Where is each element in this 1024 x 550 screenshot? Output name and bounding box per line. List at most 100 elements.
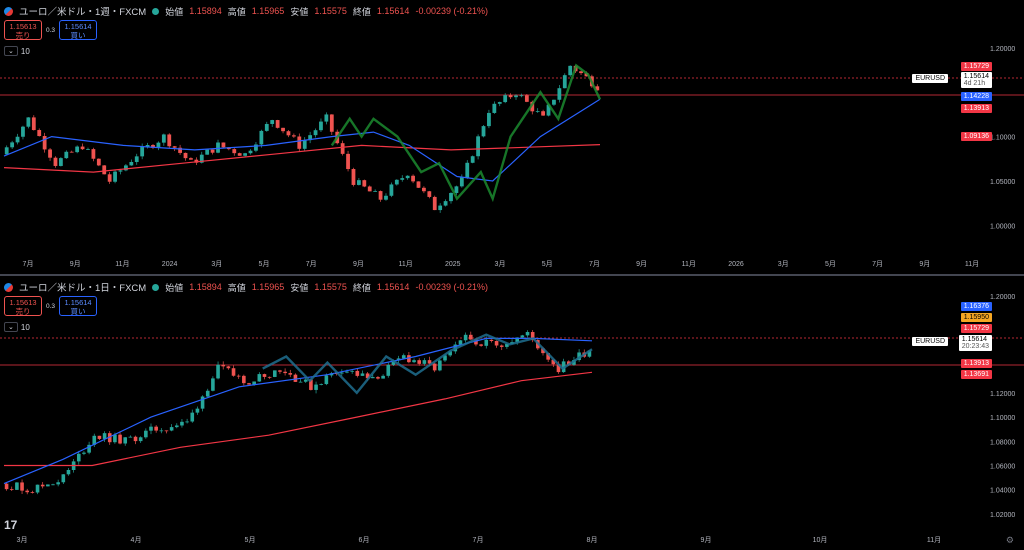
candle-body (443, 201, 448, 206)
candle-body (144, 430, 148, 438)
x-tick-label: 4月 (131, 536, 142, 544)
candle-body (384, 195, 388, 200)
chevron-down-icon[interactable]: ⌄ (4, 46, 18, 56)
sell-button[interactable]: 1.15613 売り (4, 296, 42, 316)
candle-body (514, 95, 518, 98)
gear-icon[interactable]: ⚙ (1005, 535, 1014, 545)
candle-body (458, 340, 463, 345)
low-label: 安値 (290, 6, 309, 17)
chart-svg-weekly[interactable]: 1.20000 1.10000 1.05000 1.00000 7月 9月 11月 2024 3… (0, 0, 1024, 275)
candle-body (381, 375, 385, 379)
candle-body (362, 180, 367, 187)
x-tick-label: 7月 (473, 536, 484, 544)
tradingview-logo-icon[interactable]: 17 (4, 518, 18, 532)
candle-body (520, 335, 525, 338)
sell-button[interactable]: 1.15613 売り (4, 20, 42, 40)
x-tick-label: 9月 (701, 536, 712, 544)
candle-body (86, 149, 90, 150)
close-value: 1.15614 (376, 282, 410, 292)
countdown-label: 20:23:43 (961, 343, 989, 350)
candle-body (286, 131, 291, 136)
candle-body (174, 425, 179, 428)
x-tick-label: 11月 (115, 260, 129, 268)
zigzag-line (330, 63, 602, 203)
candle-body (61, 474, 66, 483)
indicator-legend[interactable]: ⌄ 10 (4, 46, 30, 56)
candle-body (259, 130, 264, 145)
candle-body (546, 104, 551, 116)
candle-body (56, 482, 60, 485)
y-tick-label: 1.20000 (990, 294, 1015, 301)
buy-button[interactable]: 1.15614 買い (59, 296, 98, 316)
pane-divider[interactable] (0, 274, 1024, 276)
candle-body (134, 156, 139, 162)
candle-body (293, 374, 298, 382)
indicator-count: 10 (20, 322, 30, 332)
candle-body (221, 364, 226, 367)
x-tick-label: 5月 (825, 260, 836, 268)
chart-pane-weekly[interactable]: 1.20000 1.10000 1.05000 1.00000 7月 9月 11月 2024 3… (0, 0, 1024, 275)
x-tick-label: 5月 (245, 536, 256, 544)
chart-svg-daily[interactable]: 1.20000 1.12000 1.10000 1.08000 1.06000 1.040… (0, 276, 1024, 550)
candle-body (370, 377, 375, 379)
x-tick-label: 5月 (259, 260, 270, 268)
candle-body (492, 103, 497, 113)
candle-body (151, 145, 155, 148)
chart-pane-daily[interactable]: 1.20000 1.12000 1.10000 1.08000 1.06000 1.040… (0, 276, 1024, 550)
candle-body (145, 145, 150, 147)
candle-body (302, 140, 307, 149)
candle-body (367, 186, 372, 192)
y-tick-label: 1.02000 (990, 512, 1015, 519)
candle-body (211, 378, 215, 391)
candle-body (205, 390, 210, 397)
candle-body (107, 433, 112, 443)
buy-button[interactable]: 1.15614 買い (59, 20, 98, 40)
x-tick-label: 11月 (965, 260, 979, 268)
candle-body (15, 482, 19, 490)
candle-body (178, 147, 182, 153)
candle-body (465, 162, 470, 178)
spread-value: 0.3 (46, 302, 56, 310)
indicator-legend[interactable]: ⌄ 10 (4, 322, 30, 332)
chevron-down-icon[interactable]: ⌄ (4, 322, 18, 332)
candle-body (92, 435, 97, 445)
candle-body (102, 433, 107, 439)
candle-body (25, 490, 30, 493)
symbol-title[interactable]: ユーロ／米ドル・1週・FXCM (19, 7, 147, 18)
candle-body (31, 117, 36, 131)
price-tag: 1.15614 20:23:43 (958, 335, 992, 351)
price-tag: 1.13913 (960, 359, 992, 368)
symbol-title[interactable]: ユーロ／米ドル・1日・FXCM (19, 283, 147, 294)
candle-body (242, 375, 246, 384)
open-value: 1.15894 (189, 6, 222, 16)
candle-body (252, 381, 256, 385)
candle-body (365, 373, 370, 379)
y-tick-label: 1.00000 (990, 223, 1015, 230)
candle-body (448, 351, 452, 356)
x-tick-label: 11月 (398, 260, 412, 268)
candle-body (407, 355, 411, 363)
candle-body (541, 348, 545, 354)
candle-body (129, 161, 134, 166)
candle-body (262, 374, 267, 377)
candle-body (319, 384, 324, 385)
candle-body (376, 377, 380, 379)
close-value: 1.15614 (376, 6, 410, 16)
zigzag-line (262, 333, 593, 395)
candle-body (278, 370, 282, 372)
candle-body (97, 435, 102, 439)
sell-label: 売り (15, 307, 31, 316)
candle-body (133, 436, 138, 442)
candle-body (505, 343, 509, 347)
price-tag: 1.15729 (960, 62, 992, 71)
candle-body (172, 146, 177, 148)
y-tick-label: 1.04000 (990, 488, 1015, 495)
candle-body (303, 379, 308, 382)
candle-body (46, 484, 50, 487)
candle-body (75, 146, 80, 153)
candle-body (340, 143, 345, 154)
candle-body (159, 430, 164, 432)
candle-body (107, 174, 112, 182)
candle-body (102, 165, 107, 175)
candle-body (345, 371, 349, 373)
